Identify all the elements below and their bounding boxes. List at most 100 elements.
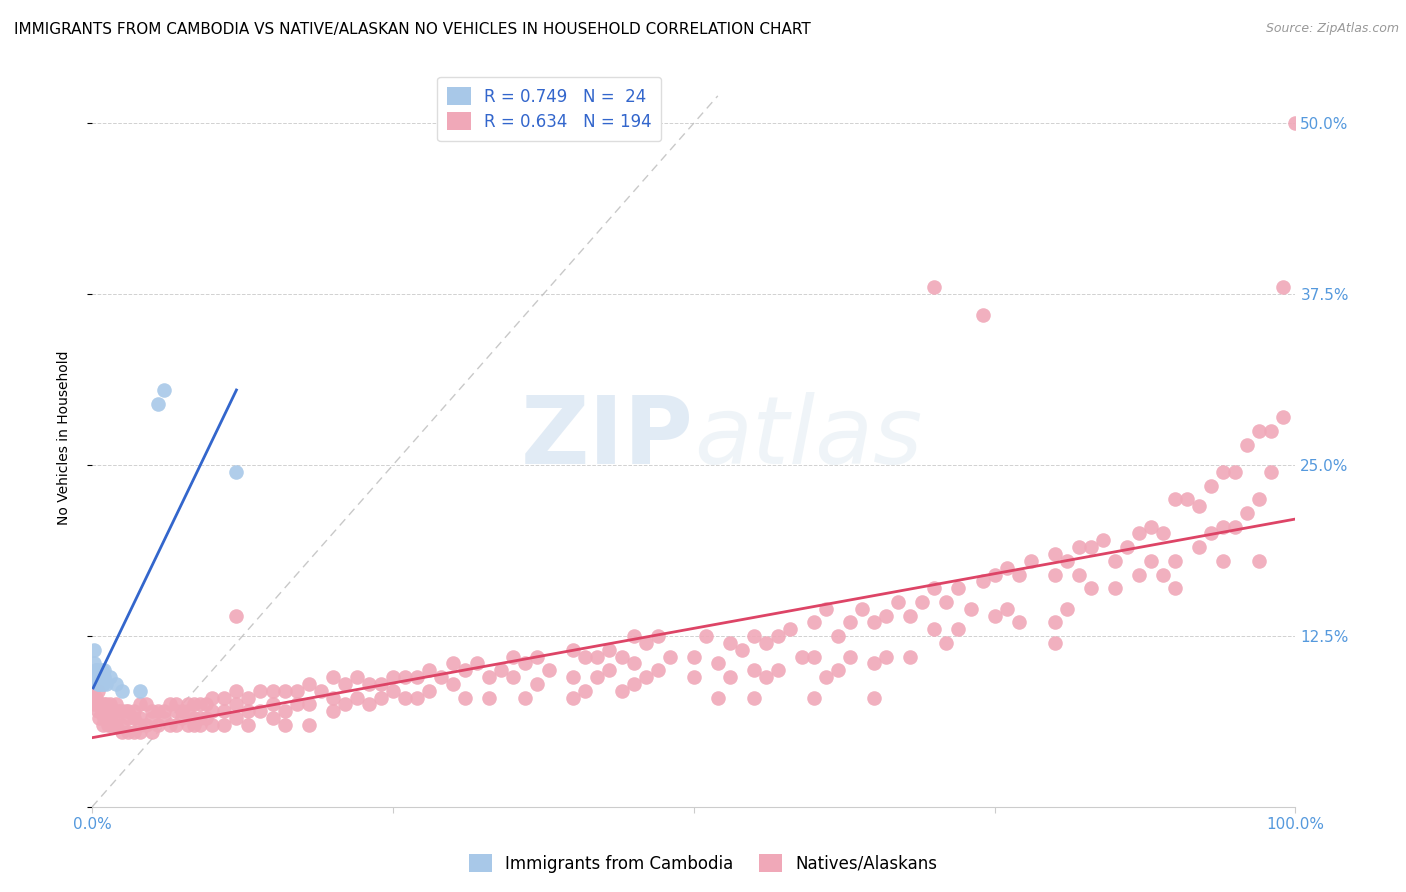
Point (105, 698, 128, 712)
Point (153, 704, 176, 718)
Point (183, 698, 205, 712)
Point (111, 704, 134, 718)
Point (90, 677, 112, 691)
Point (755, 670, 778, 684)
Point (148, 396, 170, 410)
Point (935, 595, 957, 609)
Point (105, 718, 128, 732)
Point (148, 704, 170, 718)
Point (682, 649, 704, 664)
Point (93, 663, 115, 677)
Point (90, 704, 112, 718)
Point (346, 690, 368, 705)
Point (972, 308, 994, 322)
Point (394, 690, 416, 705)
Point (238, 690, 260, 705)
Point (111, 724, 134, 739)
Point (647, 663, 669, 677)
Point (1236, 437, 1258, 451)
Point (333, 677, 356, 691)
Point (707, 657, 730, 671)
Point (322, 690, 344, 705)
Point (731, 642, 754, 657)
Point (441, 677, 464, 691)
Point (262, 698, 284, 712)
Point (135, 718, 157, 732)
Point (465, 657, 488, 671)
Point (122, 724, 145, 739)
Point (183, 718, 205, 732)
Point (1152, 526, 1174, 541)
Point (478, 690, 501, 705)
Point (983, 608, 1005, 623)
Point (1128, 526, 1150, 541)
Point (86, 698, 108, 712)
Point (766, 629, 789, 643)
Point (634, 636, 657, 650)
Point (298, 698, 321, 712)
Point (82, 683, 104, 698)
Point (273, 718, 295, 732)
Point (634, 670, 657, 684)
Point (1080, 581, 1102, 595)
Point (682, 670, 704, 684)
Point (84, 690, 107, 705)
Point (141, 711, 163, 725)
Point (1067, 567, 1090, 582)
Point (89, 670, 111, 684)
Y-axis label: No Vehicles in Household: No Vehicles in Household (58, 351, 72, 525)
Point (89, 698, 111, 712)
Point (983, 567, 1005, 582)
Point (803, 649, 825, 664)
Point (1008, 615, 1031, 630)
Point (586, 670, 609, 684)
Point (911, 595, 934, 609)
Point (515, 690, 537, 705)
Point (924, 280, 946, 294)
Point (214, 718, 236, 732)
Point (418, 663, 440, 677)
Point (201, 690, 224, 705)
Point (394, 670, 416, 684)
Point (790, 649, 813, 664)
Point (98, 698, 121, 712)
Point (103, 718, 125, 732)
Point (84, 670, 107, 684)
Point (610, 683, 633, 698)
Point (322, 670, 344, 684)
Point (122, 704, 145, 718)
Point (83, 698, 105, 712)
Point (97, 718, 120, 732)
Point (1199, 526, 1222, 541)
Point (298, 677, 321, 691)
Point (502, 670, 524, 684)
Point (515, 657, 537, 671)
Point (1104, 554, 1126, 568)
Point (623, 657, 645, 671)
Point (526, 649, 548, 664)
Point (526, 677, 548, 691)
Point (1104, 581, 1126, 595)
Point (478, 670, 501, 684)
Point (887, 595, 910, 609)
Point (815, 601, 838, 615)
Point (1080, 540, 1102, 554)
Point (972, 574, 994, 589)
Point (1116, 540, 1139, 554)
Point (262, 711, 284, 725)
Legend: R = 0.749   N =  24, R = 0.634   N = 194: R = 0.749 N = 24, R = 0.634 N = 194 (437, 77, 661, 141)
Point (839, 649, 862, 664)
Point (111, 718, 134, 732)
Point (214, 704, 236, 718)
Point (201, 718, 224, 732)
Point (188, 698, 211, 712)
Point (755, 636, 778, 650)
Point (381, 683, 404, 698)
Point (89, 711, 111, 725)
Point (165, 704, 187, 718)
Point (695, 629, 717, 643)
Point (357, 698, 380, 712)
Point (98, 670, 121, 684)
Point (129, 698, 152, 712)
Point (89, 677, 111, 691)
